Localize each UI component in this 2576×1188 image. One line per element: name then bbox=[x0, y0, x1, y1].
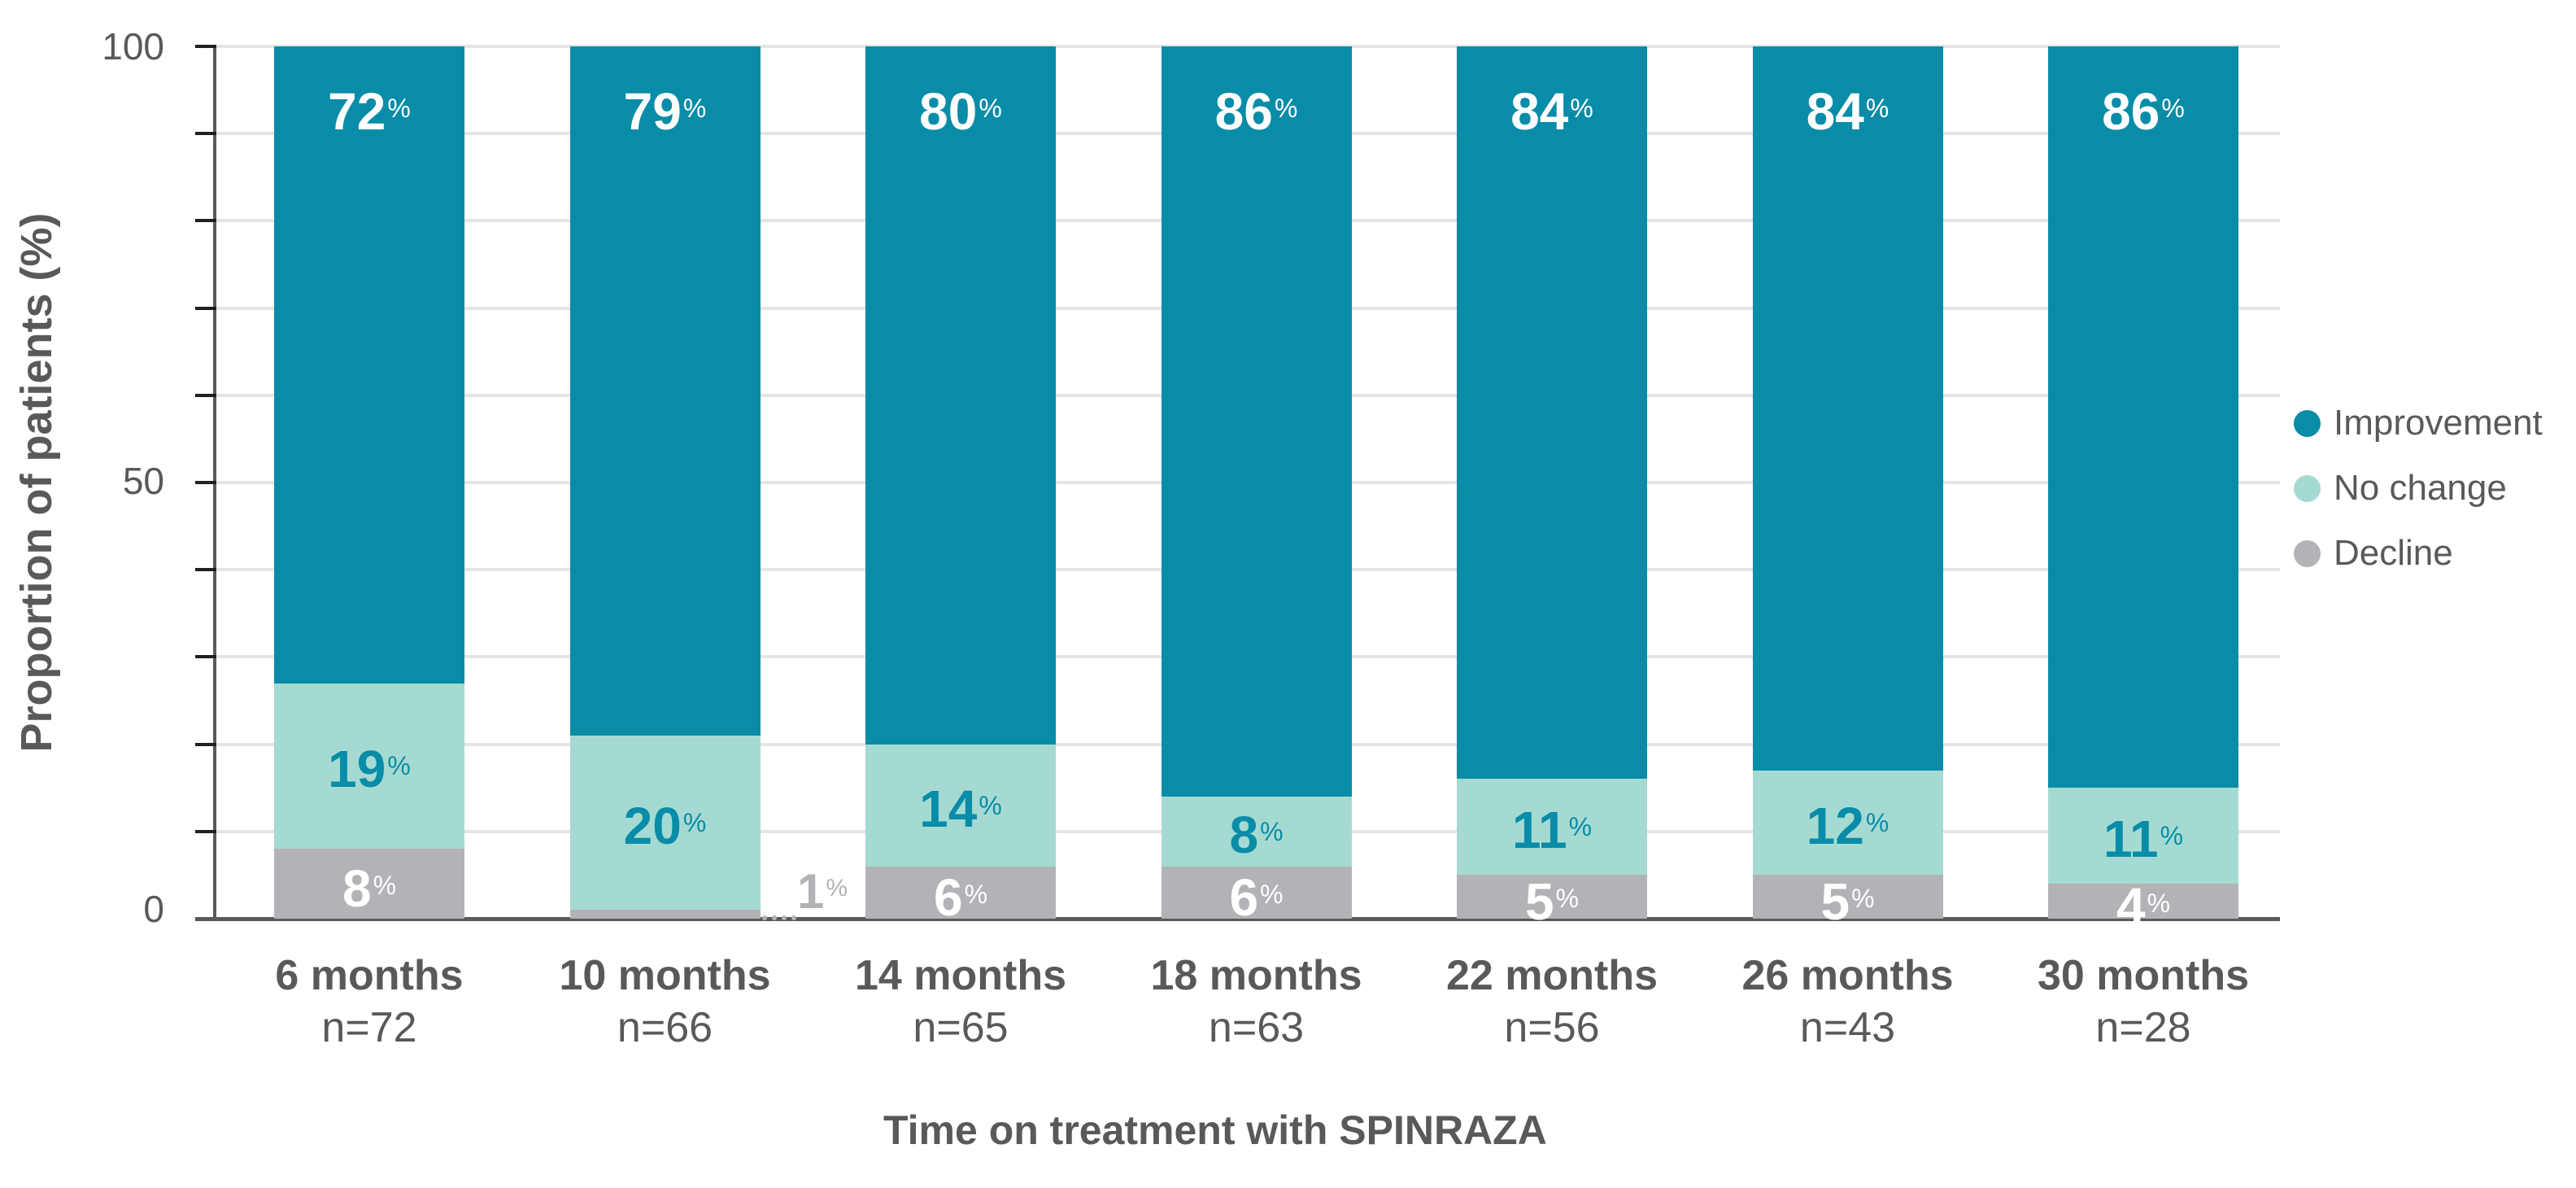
x-axis-line bbox=[195, 917, 2280, 921]
segment-no-change: 11% bbox=[1457, 779, 1647, 876]
segment-no-change: 19% bbox=[274, 683, 464, 850]
y-tick-mark bbox=[195, 655, 216, 659]
segment-no-change: 12% bbox=[1752, 770, 1943, 876]
segment-decline: 4% bbox=[2048, 880, 2238, 932]
y-tick-mark bbox=[195, 393, 216, 397]
y-tick-mark bbox=[195, 132, 216, 136]
bar-30-months: 86% 11% 4% bbox=[2048, 0, 2238, 932]
bar-18-months: 86% 8% 6% bbox=[1161, 0, 1352, 924]
value-label-no-change: 20% bbox=[623, 797, 707, 856]
bar-26-months: 84% 12% 5% bbox=[1752, 0, 1943, 928]
legend-dot-icon bbox=[2294, 474, 2321, 502]
segment-decline: 5% bbox=[1457, 875, 1647, 928]
value-label-decline: 8% bbox=[342, 859, 397, 919]
value-label-decline: 5% bbox=[1524, 872, 1580, 932]
x-label-18-months: 18 months n=63 bbox=[1150, 952, 1362, 1051]
legend-item-improvement: Improvement bbox=[2294, 391, 2543, 456]
legend-dot-icon bbox=[2294, 409, 2321, 437]
y-axis-title: Proportion of patients (%) bbox=[12, 212, 61, 753]
x-label-26-months: 26 months n=43 bbox=[1741, 952, 1954, 1051]
value-label-decline: 6% bbox=[933, 867, 988, 927]
value-label-no-change: 11% bbox=[2103, 810, 2184, 869]
value-label-decline: 6% bbox=[1229, 867, 1284, 927]
value-label-improvement: 84% bbox=[1806, 82, 1890, 141]
x-label-22-months: 22 months n=56 bbox=[1445, 952, 1658, 1051]
segment-improvement: 80% bbox=[865, 46, 1056, 745]
y-tick-label-100: 100 bbox=[102, 25, 164, 68]
x-label-30-months: 30 months n=28 bbox=[2037, 952, 2250, 1051]
y-tick-mark bbox=[195, 481, 216, 484]
segment-decline: 8% bbox=[274, 849, 464, 919]
x-axis-title: Time on treatment with SPINRAZA bbox=[883, 1107, 1547, 1153]
segment-improvement: 84% bbox=[1752, 46, 1943, 771]
value-label-decline-10-months: 1% bbox=[797, 864, 848, 919]
segment-decline: 6% bbox=[865, 866, 1056, 924]
y-tick-mark bbox=[195, 306, 216, 310]
value-label-no-change: 14% bbox=[919, 779, 1002, 838]
value-label-decline: 5% bbox=[1820, 872, 1875, 932]
legend-dot-icon bbox=[2294, 539, 2321, 567]
bar-22-months: 84% 11% 5% bbox=[1457, 0, 1647, 928]
x-label-6-months: 6 months n=72 bbox=[275, 952, 464, 1051]
y-tick-mark bbox=[195, 219, 216, 223]
x-label-14-months: 14 months n=65 bbox=[854, 952, 1067, 1051]
value-label-no-change: 8% bbox=[1229, 805, 1284, 864]
y-tick-mark bbox=[195, 45, 216, 48]
segment-improvement: 72% bbox=[274, 46, 464, 684]
value-label-improvement: 86% bbox=[2102, 82, 2185, 141]
value-label-no-change: 12% bbox=[1806, 797, 1890, 856]
segment-no-change: 14% bbox=[865, 744, 1056, 867]
value-label-improvement: 80% bbox=[919, 82, 1002, 141]
x-label-10-months: 10 months n=66 bbox=[559, 952, 771, 1051]
value-label-improvement: 79% bbox=[623, 82, 707, 141]
value-label-decline: 4% bbox=[2116, 876, 2171, 936]
y-tick-mark bbox=[195, 568, 216, 572]
bar-10-months: 79% 20% bbox=[569, 0, 761, 919]
segment-no-change: 11% bbox=[2048, 788, 2238, 884]
value-label-improvement: 84% bbox=[1510, 82, 1593, 141]
bar-6-months: 72% 19% 8% bbox=[274, 0, 464, 919]
y-tick-label-50: 50 bbox=[122, 460, 164, 502]
legend-item-decline: Decline bbox=[2294, 521, 2543, 586]
y-tick-mark bbox=[195, 829, 216, 833]
segment-improvement: 86% bbox=[2048, 46, 2238, 788]
segment-no-change: 8% bbox=[1161, 796, 1352, 867]
value-label-no-change: 11% bbox=[1511, 801, 1593, 860]
segment-no-change: 20% bbox=[569, 735, 761, 911]
y-tick-mark bbox=[195, 742, 216, 746]
segment-decline: 6% bbox=[1161, 866, 1352, 924]
value-label-improvement: 86% bbox=[1214, 82, 1298, 141]
leader-dots bbox=[762, 910, 801, 920]
segment-improvement: 86% bbox=[1161, 46, 1352, 797]
y-tick-label-0: 0 bbox=[143, 888, 164, 930]
segment-improvement: 79% bbox=[569, 46, 761, 736]
segment-decline: 5% bbox=[1752, 875, 1943, 928]
value-label-improvement: 72% bbox=[328, 82, 411, 141]
segment-decline bbox=[569, 910, 761, 919]
legend: Improvement No change Decline bbox=[2294, 391, 2543, 586]
bar-14-months: 80% 14% 6% bbox=[865, 0, 1056, 924]
value-label-no-change: 19% bbox=[328, 740, 411, 799]
legend-item-no-change: No change bbox=[2294, 456, 2543, 521]
segment-improvement: 84% bbox=[1457, 46, 1647, 780]
